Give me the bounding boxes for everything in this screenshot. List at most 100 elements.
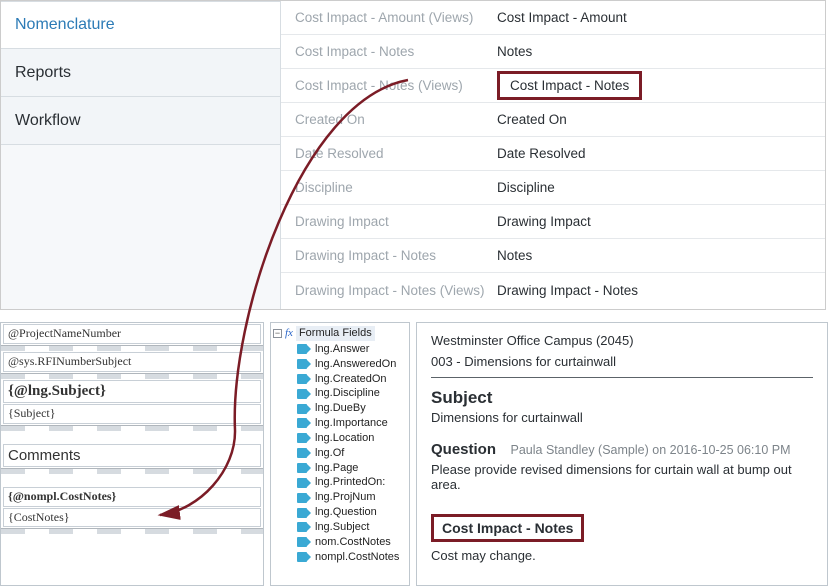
tree-node-label: lng.Discipline xyxy=(315,386,380,401)
tree-node[interactable]: lng.CreatedOn xyxy=(273,372,407,387)
field-value[interactable]: Notes xyxy=(491,248,825,263)
tree-node-label: lng.CreatedOn xyxy=(315,372,387,387)
formula-field-icon xyxy=(297,418,311,428)
tree-node-label: lng.ProjNum xyxy=(315,490,376,505)
table-row[interactable]: Drawing Impact - Notes (Views) Drawing I… xyxy=(281,273,825,307)
field-value[interactable]: Cost Impact - Amount xyxy=(491,10,825,25)
field-value[interactable]: Notes xyxy=(491,44,825,59)
designer-field-rfinumbersubject[interactable]: @sys.RFINumberSubject xyxy=(3,352,261,372)
sidebar-item-label: Workflow xyxy=(15,112,81,130)
table-row[interactable]: Drawing Impact - Notes Notes xyxy=(281,239,825,273)
tree-node-label: lng.Answer xyxy=(315,342,369,357)
field-name: Drawing Impact - Notes xyxy=(281,248,491,263)
formula-field-icon xyxy=(297,389,311,399)
tree-node[interactable]: lng.Answer xyxy=(273,342,407,357)
formula-field-icon xyxy=(297,493,311,503)
sidebar-item-label: Reports xyxy=(15,64,71,82)
formula-field-icon xyxy=(297,433,311,443)
tree-node[interactable]: lng.DueBy xyxy=(273,401,407,416)
settings-sidebar: Nomenclature Reports Workflow xyxy=(1,1,281,309)
table-row[interactable]: Cost Impact - Amount (Views) Cost Impact… xyxy=(281,1,825,35)
nomenclature-field-table: Cost Impact - Amount (Views) Cost Impact… xyxy=(281,1,825,309)
tree-node-label: nom.CostNotes xyxy=(315,535,391,550)
table-row[interactable]: Cost Impact - Notes (Views) Cost Impact … xyxy=(281,69,825,103)
designer-field-comments[interactable]: Comments xyxy=(3,444,261,467)
sidebar-item-workflow[interactable]: Workflow xyxy=(1,97,280,145)
gap xyxy=(1,431,263,443)
formula-field-icon xyxy=(297,374,311,384)
tree-node-label: lng.Subject xyxy=(315,520,369,535)
tree-node[interactable]: lng.ProjNum xyxy=(273,490,407,505)
preview-question-meta: Paula Standley (Sample) on 2016-10-25 06… xyxy=(511,443,791,457)
field-name: Date Resolved xyxy=(281,146,491,161)
preview-subject-value: Dimensions for curtainwall xyxy=(431,410,813,425)
formula-field-icon xyxy=(297,552,311,562)
sidebar-item-reports[interactable]: Reports xyxy=(1,49,280,97)
preview-subject-heading: Subject xyxy=(431,388,813,408)
formula-field-icon xyxy=(297,344,311,354)
field-name: Created On xyxy=(281,112,491,127)
preview-rfi-line: 003 - Dimensions for curtainwall xyxy=(431,354,813,369)
field-value[interactable]: Discipline xyxy=(491,180,825,195)
collapse-icon[interactable]: − xyxy=(273,329,282,338)
designer-field-nomplcostnotes[interactable]: {@nompl.CostNotes} xyxy=(3,487,261,507)
tree-node-label: lng.Location xyxy=(315,431,374,446)
tree-node[interactable]: nompl.CostNotes xyxy=(273,550,407,565)
table-row[interactable]: Drawing Impact Drawing Impact xyxy=(281,205,825,239)
tree-node[interactable]: nom.CostNotes xyxy=(273,535,407,550)
field-name: Cost Impact - Notes (Views) xyxy=(281,78,491,93)
designer-field-lngsubject[interactable]: {@lng.Subject} xyxy=(3,380,261,403)
formula-field-icon xyxy=(297,537,311,547)
ruler xyxy=(1,345,263,351)
fx-icon: fx xyxy=(285,326,293,341)
tree-node[interactable]: lng.Of xyxy=(273,446,407,461)
designer-field-costnotes[interactable]: {CostNotes} xyxy=(3,508,261,528)
field-value-highlighted[interactable]: Cost Impact - Notes xyxy=(491,71,825,100)
tree-node[interactable]: lng.Subject xyxy=(273,520,407,535)
tree-node-label: lng.DueBy xyxy=(315,401,366,416)
tree-node-label: lng.Importance xyxy=(315,416,388,431)
formula-field-icon xyxy=(297,522,311,532)
table-row[interactable]: Date Resolved Date Resolved xyxy=(281,137,825,171)
designer-field-subject[interactable]: {Subject} xyxy=(3,404,261,424)
field-name: Discipline xyxy=(281,180,491,195)
formula-field-icon xyxy=(297,404,311,414)
tree-root[interactable]: − fx Formula Fields xyxy=(273,325,407,342)
preview-project-line: Westminster Office Campus (2045) xyxy=(431,333,813,348)
formula-field-icon xyxy=(297,478,311,488)
table-row[interactable]: Created On Created On xyxy=(281,103,825,137)
field-value[interactable]: Drawing Impact - Notes xyxy=(491,283,825,298)
designer-field-projectnamenumber[interactable]: @ProjectNameNumber xyxy=(3,324,261,344)
formula-field-icon xyxy=(297,463,311,473)
table-row[interactable]: Cost Impact - Notes Notes xyxy=(281,35,825,69)
report-designer-canvas[interactable]: @ProjectNameNumber @sys.RFINumberSubject… xyxy=(0,322,264,586)
tree-node[interactable]: lng.PrintedOn: xyxy=(273,475,407,490)
report-preview: Westminster Office Campus (2045) 003 - D… xyxy=(416,322,828,586)
field-value[interactable]: Drawing Impact xyxy=(491,214,825,229)
tree-node-label: lng.AnsweredOn xyxy=(315,357,396,372)
divider xyxy=(431,377,813,378)
preview-costnotes-value: Cost may change. xyxy=(431,548,813,563)
tree-node[interactable]: lng.AnsweredOn xyxy=(273,357,407,372)
sidebar-item-nomenclature[interactable]: Nomenclature xyxy=(1,1,280,49)
tree-node-label: lng.PrintedOn: xyxy=(315,475,385,490)
gap xyxy=(1,474,263,486)
formula-field-icon xyxy=(297,448,311,458)
tree-node[interactable]: lng.Discipline xyxy=(273,386,407,401)
tree-node[interactable]: lng.Location xyxy=(273,431,407,446)
field-name: Cost Impact - Notes xyxy=(281,44,491,59)
tree-node[interactable]: lng.Page xyxy=(273,461,407,476)
table-row[interactable]: Discipline Discipline xyxy=(281,171,825,205)
preview-question-body: Please provide revised dimensions for cu… xyxy=(431,462,813,492)
report-designer-preview: @ProjectNameNumber @sys.RFINumberSubject… xyxy=(0,322,828,586)
tree-node-label: lng.Page xyxy=(315,461,358,476)
field-value[interactable]: Created On xyxy=(491,112,825,127)
preview-costnotes-label-highlight: Cost Impact - Notes xyxy=(431,514,584,542)
field-name: Cost Impact - Amount (Views) xyxy=(281,10,491,25)
field-value[interactable]: Date Resolved xyxy=(491,146,825,161)
formula-fields-tree[interactable]: − fx Formula Fields lng.Answerlng.Answer… xyxy=(270,322,410,586)
tree-node[interactable]: lng.Question xyxy=(273,505,407,520)
sidebar-item-label: Nomenclature xyxy=(15,16,115,34)
tree-root-label: Formula Fields xyxy=(296,326,375,341)
tree-node[interactable]: lng.Importance xyxy=(273,416,407,431)
